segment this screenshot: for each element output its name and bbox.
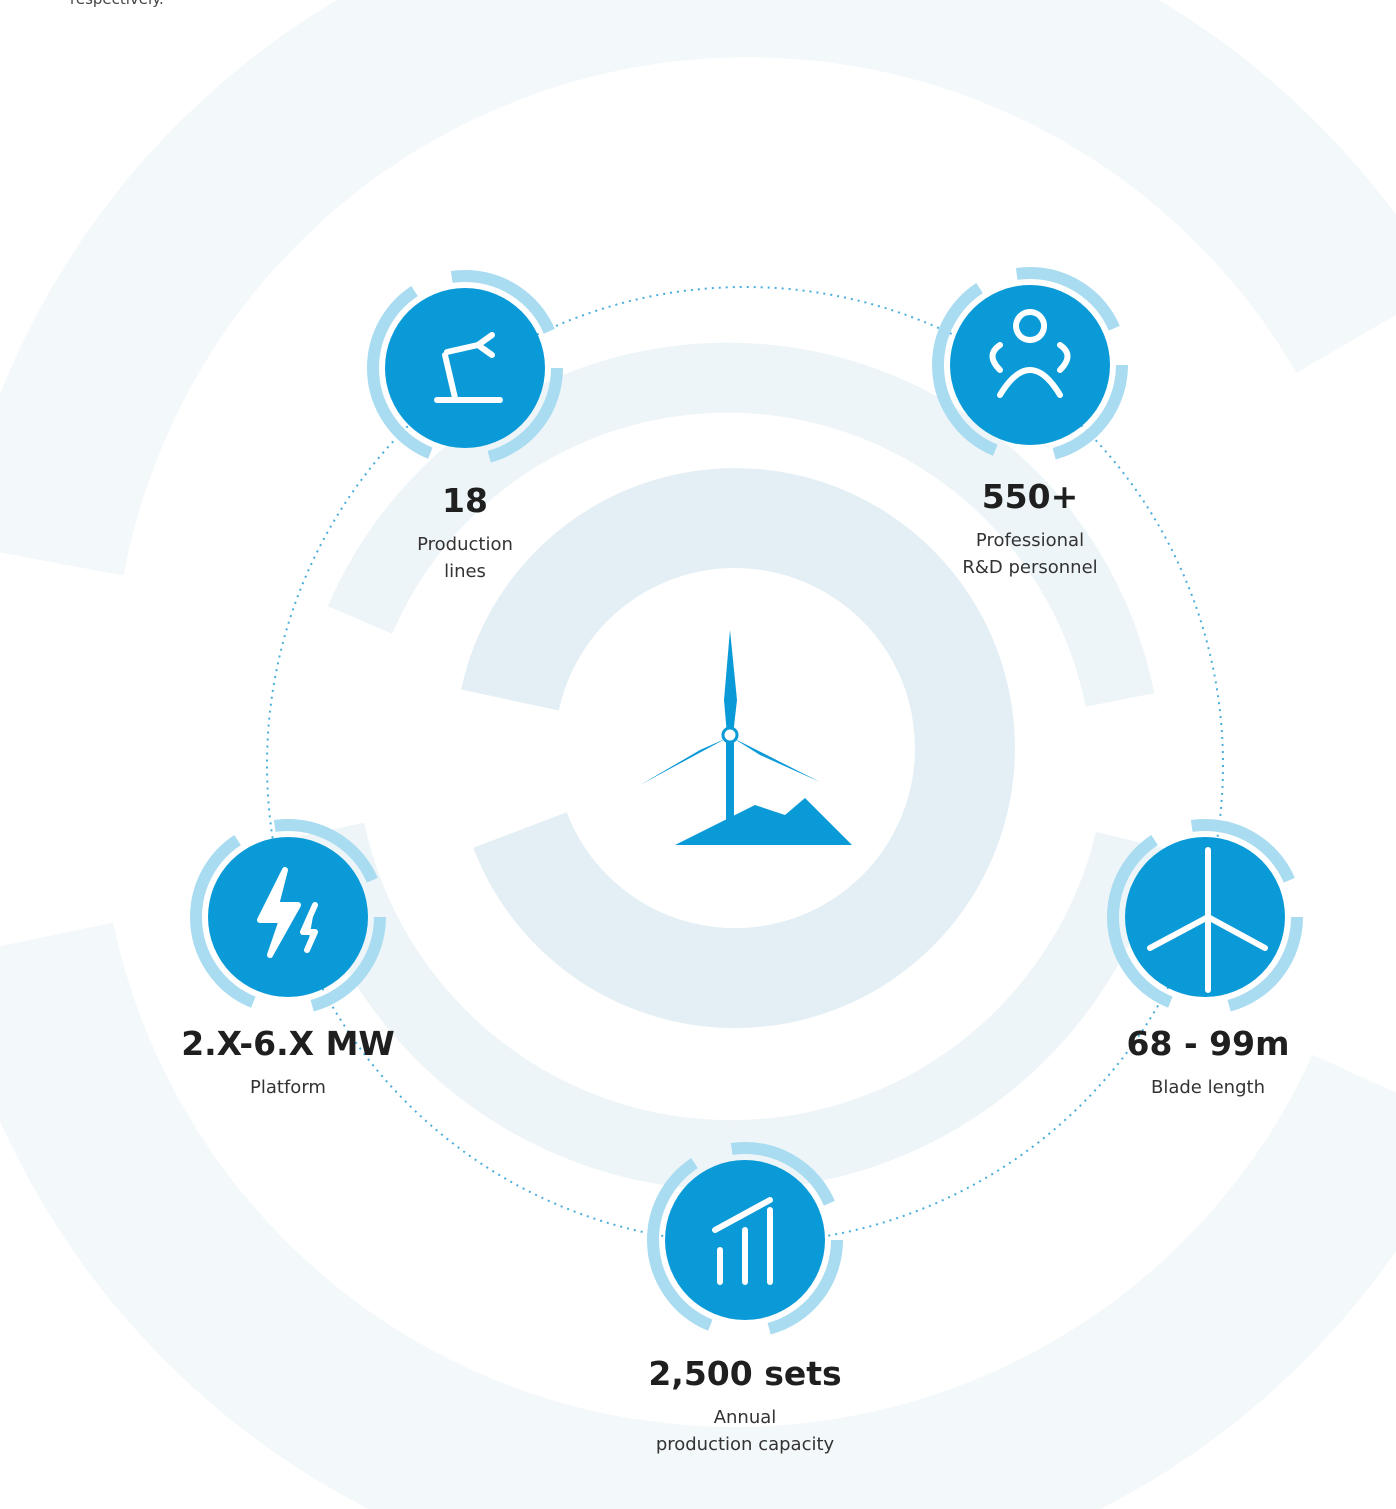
icons [196, 273, 1297, 1332]
stat-value: 2,500 sets [648, 1354, 841, 1393]
stat-icon [938, 273, 1122, 457]
stat-label: Blade length [1151, 1077, 1265, 1098]
stat-label: Production [417, 534, 513, 555]
stat-value: 2.X-6.X MW [181, 1024, 395, 1063]
intro-text: respectively. [70, 0, 164, 8]
stat-icon [653, 1148, 837, 1332]
stat-label: Annual [714, 1407, 777, 1428]
stat-value: 550+ [982, 477, 1079, 516]
stat-label: production capacity [656, 1434, 835, 1455]
stat-value: 68 - 99m [1127, 1024, 1290, 1063]
page: respectively. 18 Production lines 550+ Profes… [0, 0, 1396, 1509]
center-turbine [640, 630, 852, 845]
infographic: respectively. 18 Production lines 550+ Profes… [0, 0, 1396, 1509]
stat-label: Professional [976, 530, 1084, 551]
stat-icon [196, 825, 380, 1009]
stat-label: R&D personnel [962, 557, 1097, 578]
icon-circle [950, 285, 1110, 445]
stat-icon [373, 276, 557, 460]
stat-label: Platform [250, 1077, 326, 1098]
stat-label: lines [444, 561, 486, 582]
icon-circle [385, 288, 545, 448]
stat-value: 18 [442, 481, 488, 520]
stat-icon [1113, 825, 1297, 1009]
